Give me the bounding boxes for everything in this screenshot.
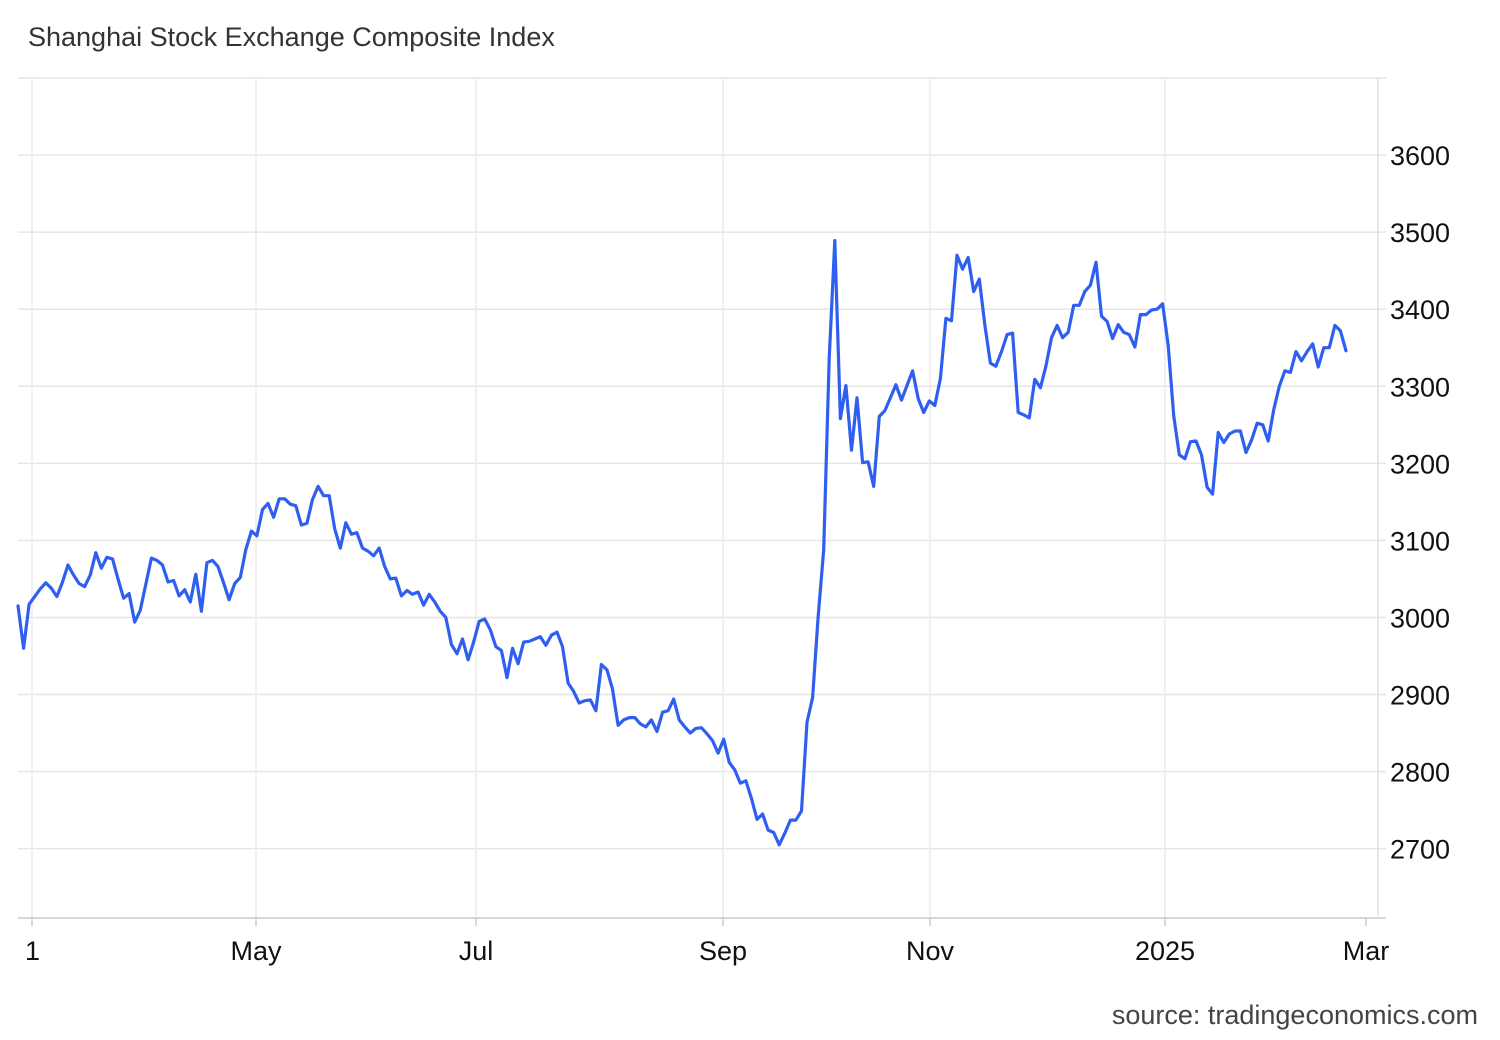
- y-tick-label: 2900: [1390, 681, 1450, 711]
- y-tick-label: 3500: [1390, 218, 1450, 248]
- x-tick-label: May: [230, 936, 282, 966]
- chart-source: source: tradingeconomics.com: [1111, 1000, 1478, 1030]
- x-tick-label: Nov: [906, 936, 955, 966]
- x-tick-label: Mar: [1343, 936, 1390, 966]
- y-tick-label: 3600: [1390, 141, 1450, 171]
- y-tick-label: 3100: [1390, 526, 1450, 556]
- x-tick-label: Jul: [459, 936, 494, 966]
- x-tick-label: 2025: [1135, 936, 1195, 966]
- x-tick-label: Sep: [699, 936, 747, 966]
- chart-title: Shanghai Stock Exchange Composite Index: [28, 22, 555, 52]
- series-layer: [16, 239, 1348, 847]
- series-points-0: [18, 241, 1346, 845]
- series-line-0: [16, 239, 1348, 847]
- y-tick-label: 3200: [1390, 449, 1450, 479]
- x-tick-label: 1: [25, 936, 40, 966]
- y-tick-label: 3000: [1390, 603, 1450, 633]
- axes: [18, 78, 1386, 926]
- y-tick-label: 3400: [1390, 295, 1450, 325]
- y-tick-label: 3300: [1390, 372, 1450, 402]
- y-tick-label: 2700: [1390, 835, 1450, 865]
- y-tick-label: 2800: [1390, 758, 1450, 788]
- grid: [18, 77, 1386, 918]
- tick-labels: 2700 2800 2900 3000 3100 3200 3300 3400 3500 3600…: [25, 141, 1450, 966]
